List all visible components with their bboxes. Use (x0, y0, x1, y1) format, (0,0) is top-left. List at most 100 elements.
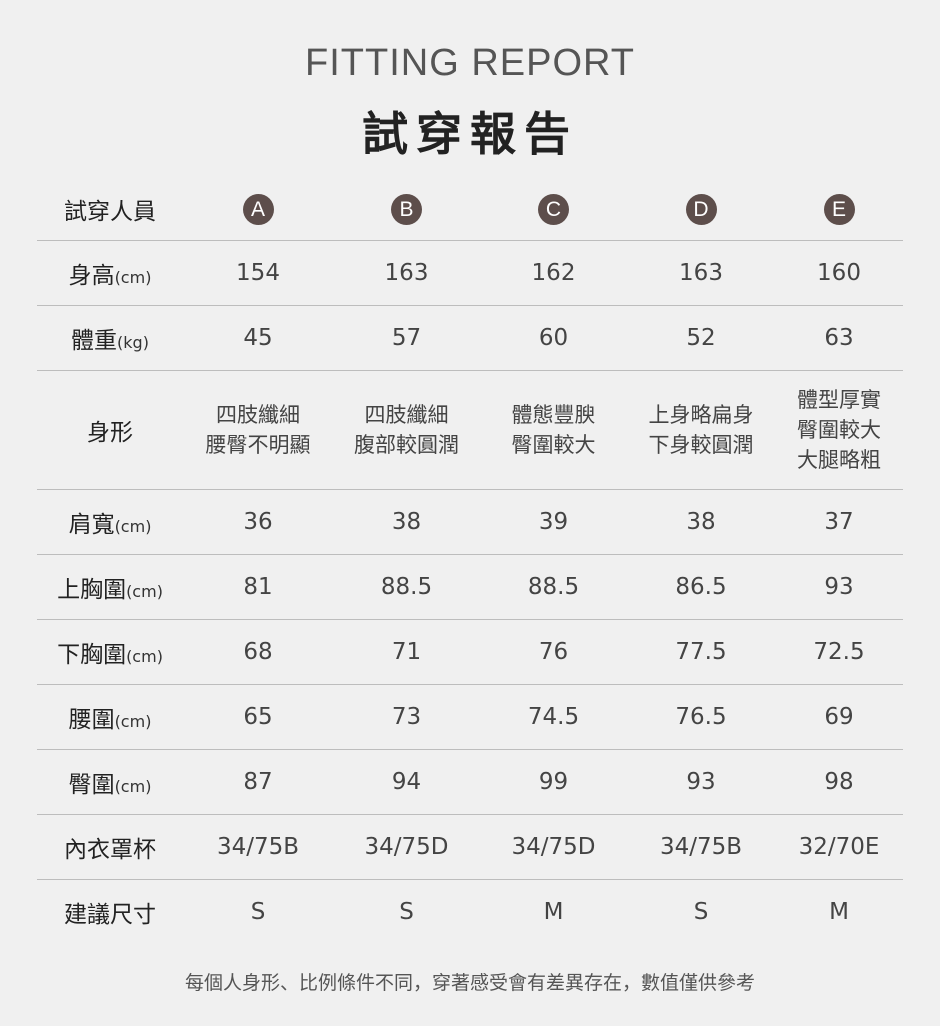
value-cell: 68 (243, 639, 273, 665)
row-label: 臀圍(cm) (37, 765, 183, 799)
table-row: 建議尺寸 S S M S M (37, 880, 903, 944)
value-cell: 77.5 (675, 639, 727, 665)
row-label: 下胸圍(cm) (37, 635, 183, 669)
row-label-text: 腰圍 (68, 707, 115, 733)
row-unit: (cm) (114, 268, 152, 287)
tester-cell: D (627, 193, 775, 225)
row-unit: (cm) (114, 712, 152, 731)
value-cell: 86.5 (675, 574, 727, 600)
value-cell: S (693, 899, 709, 925)
row-label: 內衣罩杯 (37, 830, 183, 864)
tester-badge: E (823, 193, 855, 225)
tester-header-label: 試穿人員 (64, 199, 156, 225)
table-row: 內衣罩杯 34/75B 34/75D 34/75D 34/75B 32/70E (37, 815, 903, 880)
tester-badge: D (685, 193, 717, 225)
value-cell: 72.5 (813, 639, 865, 665)
table-row: 肩寬(cm) 36 38 39 38 37 (37, 490, 903, 555)
row-label: 建議尺寸 (37, 895, 183, 929)
row-label: 體重(kg) (37, 321, 183, 355)
row-label-text: 肩寬 (68, 512, 115, 538)
row-label-text: 臀圍 (68, 772, 115, 798)
report-title: 試穿報告 (362, 107, 578, 161)
tester-header-row: 試穿人員 A B C D E (37, 178, 903, 241)
row-label-text: 身形 (87, 420, 133, 446)
table-row: 臀圍(cm) 87 94 99 93 98 (37, 750, 903, 815)
value-cell: 上身略扁身 下身較圓潤 (648, 403, 754, 457)
value-cell: 87 (243, 769, 273, 795)
row-unit: (cm) (114, 777, 152, 796)
value-cell: 163 (679, 260, 723, 286)
value-cell: S (250, 899, 266, 925)
value-cell: 體態豐腴 臀圍較大 (511, 403, 596, 457)
value-cell: 76.5 (675, 704, 727, 730)
value-cell: 162 (531, 260, 576, 286)
row-label: 身高(cm) (37, 256, 183, 290)
value-cell: 63 (824, 325, 854, 351)
value-cell: 32/70E (798, 834, 880, 860)
value-cell: 34/75D (364, 834, 449, 860)
value-cell: 52 (686, 325, 716, 351)
table-row: 下胸圍(cm) 68 71 76 77.5 72.5 (37, 620, 903, 685)
row-label: 肩寬(cm) (37, 505, 183, 539)
tester-cell: B (333, 193, 480, 225)
table-row: 身高(cm) 154 163 162 163 160 (37, 241, 903, 306)
value-cell: 98 (824, 769, 854, 795)
row-label-text: 身高 (68, 263, 115, 289)
value-cell: 73 (391, 704, 422, 730)
value-cell: 69 (824, 704, 854, 730)
row-label-text: 建議尺寸 (64, 902, 156, 928)
value-cell: 81 (243, 574, 273, 600)
value-cell: 88.5 (380, 574, 433, 600)
tester-cell: A (183, 193, 333, 225)
value-cell: 34/75D (511, 834, 596, 860)
value-cell: 60 (538, 325, 569, 351)
value-cell: 99 (538, 769, 569, 795)
value-cell: 34/75B (216, 834, 300, 860)
value-cell: 163 (384, 260, 429, 286)
row-label: 腰圍(cm) (37, 700, 183, 734)
value-cell: S (399, 899, 414, 925)
value-cell: 93 (824, 574, 854, 600)
row-unit: (cm) (114, 517, 152, 536)
value-cell: 四肢纖細 腹部較圓潤 (354, 403, 459, 457)
value-cell: 45 (243, 325, 273, 351)
value-cell: 體型厚實 臀圍較大 大腿略粗 (797, 388, 881, 472)
value-cell: 71 (391, 639, 422, 665)
value-cell: 154 (236, 260, 280, 286)
tester-badge: A (242, 193, 274, 225)
value-cell: 38 (391, 509, 422, 535)
value-cell: 57 (391, 325, 422, 351)
tester-badge: C (538, 193, 569, 225)
table-row: 體重(kg) 45 57 60 52 63 (37, 306, 903, 371)
row-label-text: 上胸圍 (57, 577, 127, 603)
value-cell: 39 (538, 509, 569, 535)
tester-badge: B (391, 193, 422, 225)
value-cell: 四肢纖細 腰臀不明顯 (205, 403, 311, 457)
value-cell: 74.5 (527, 704, 580, 730)
tester-cell: C (480, 193, 627, 225)
row-label: 身形 (37, 413, 183, 447)
value-cell: 94 (391, 769, 422, 795)
value-cell: 88.5 (527, 574, 580, 600)
value-cell: M (829, 899, 849, 925)
table-row: 身形 四肢纖細 腰臀不明顯 四肢纖細 腹部較圓潤 體態豐腴 臀圍較大 上身略扁身 下身較… (37, 371, 903, 490)
value-cell: 38 (686, 509, 716, 535)
value-cell: 36 (243, 509, 273, 535)
value-cell: 160 (817, 260, 861, 286)
row-unit: (cm) (126, 582, 163, 601)
row-unit: (kg) (117, 333, 149, 352)
row-label-text: 下胸圍 (57, 642, 127, 668)
value-cell: 65 (243, 704, 273, 730)
tester-cell: E (775, 193, 903, 225)
value-cell: 93 (686, 769, 716, 795)
row-unit: (cm) (126, 647, 163, 666)
report-subtitle: FITTING REPORT (305, 42, 635, 84)
table-row: 腰圍(cm) 65 73 74.5 76.5 69 (37, 685, 903, 750)
row-label-text: 體重 (71, 328, 118, 354)
value-cell: 34/75B (659, 834, 743, 860)
value-cell: M (543, 899, 564, 925)
value-cell: 76 (538, 639, 569, 665)
row-label: 上胸圍(cm) (37, 570, 183, 604)
disclaimer-note: 每個人身形、比例條件不同，穿著感受會有差異存在，數值僅供參考 (184, 972, 755, 994)
